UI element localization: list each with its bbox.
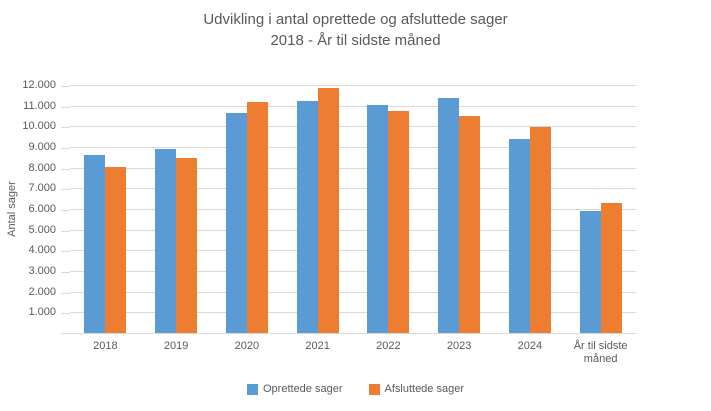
- bar-afsluttede-sager-2022: [388, 110, 410, 333]
- x-axis-labels: 2018 2019 2020 2021 2022 2023 2024 År til sidst…: [70, 340, 636, 366]
- y-tick-mark: [61, 148, 70, 149]
- gridline: [70, 126, 636, 128]
- bar-group-2020: [212, 85, 283, 333]
- chart-title: Udvikling i antal oprettede og afslutted…: [0, 9, 711, 51]
- y-tick-label: 2.000: [28, 285, 56, 298]
- gridline: [70, 188, 636, 190]
- plot-area: [70, 85, 636, 334]
- bar-afsluttede-sager-2021: [317, 88, 339, 333]
- legend-label: Oprettede sager: [263, 383, 343, 395]
- y-tick-mark: [61, 230, 70, 232]
- gridline: [70, 147, 636, 148]
- bar-afsluttede-sager-år-til-sidste-måned: [600, 202, 622, 333]
- x-axis-label: 2024: [517, 340, 543, 352]
- bar-oprettede-sager-2018: [84, 155, 106, 333]
- bar-oprettede-sager-2020: [225, 112, 247, 333]
- y-tick-mark: [61, 106, 70, 108]
- x-axis-label: 2019: [163, 340, 189, 352]
- x-axis-label: 2020: [234, 340, 260, 352]
- y-tick-mark: [61, 210, 70, 211]
- x-axis-label: 2022: [376, 340, 401, 352]
- gridline: [70, 229, 636, 231]
- bar-oprettede-sager-2021: [296, 100, 318, 333]
- bar-oprettede-sager-år-til-sidste-måned: [579, 211, 601, 333]
- bar-oprettede-sager-2019: [155, 149, 177, 333]
- y-tick-mark: [61, 272, 70, 273]
- y-tick-mark: [61, 313, 70, 315]
- y-tick-label: 5.000: [28, 223, 56, 236]
- y-tick-mark: [61, 168, 70, 170]
- y-tick-labels: 1.000 2.000 3.000 4.000 5.000 6.000 7.000 8.000…: [0, 79, 56, 333]
- gridline: [70, 209, 636, 210]
- y-tick-mark: [61, 292, 70, 294]
- x-axis-label: År til sidste måned: [573, 340, 628, 365]
- y-tick-label: 4.000: [28, 244, 56, 257]
- bar-oprettede-sager-2022: [367, 104, 389, 333]
- bar-group-2022: [353, 85, 424, 333]
- y-tick-label: 1.000: [28, 306, 56, 319]
- y-tick-label: 7.000: [28, 182, 56, 195]
- y-tick-label: 12.000: [22, 79, 56, 91]
- legend-swatch-orange: [368, 383, 380, 395]
- bar-groups: [70, 85, 636, 333]
- bar-afsluttede-sager-2020: [246, 101, 268, 333]
- x-axis-label: 2021: [305, 340, 330, 352]
- bar-oprettede-sager-2024: [508, 138, 530, 333]
- legend-swatch-blue: [247, 383, 258, 395]
- chart-title-line2: 2018 - År til sidste måned: [270, 32, 441, 49]
- y-tick-label: 3.000: [28, 265, 56, 277]
- legend: Oprettede sager Afsluttede sager: [0, 383, 711, 395]
- gridline: [70, 271, 636, 272]
- bar-group-2018: [70, 85, 141, 333]
- y-tick-mark: [61, 333, 70, 334]
- gridline: [70, 291, 636, 293]
- gridline: [70, 312, 636, 314]
- bar-group-2019: [141, 85, 212, 333]
- gridline: [70, 105, 636, 107]
- bar-afsluttede-sager-2023: [459, 116, 481, 333]
- y-tick-label: 9.000: [28, 141, 56, 153]
- y-tick-mark: [61, 86, 70, 87]
- bar-group-2023: [424, 85, 495, 333]
- bar-oprettede-sager-2023: [438, 98, 460, 333]
- y-tick-label: 10.000: [22, 120, 56, 133]
- legend-label: Afsluttede sager: [384, 383, 465, 395]
- legend-item-oprettede-sager: Oprettede sager: [247, 383, 343, 395]
- gridline: [70, 250, 636, 252]
- bar-group-2024: [495, 85, 566, 333]
- bar-group-2021: [282, 85, 353, 333]
- x-axis-label: 2018: [93, 340, 118, 352]
- bar-afsluttede-sager-2024: [529, 127, 551, 333]
- y-tick-mark: [61, 251, 70, 253]
- gridline: [70, 85, 636, 86]
- y-tick-marks: [61, 85, 70, 334]
- bar-afsluttede-sager-2018: [105, 166, 127, 333]
- legend-item-afsluttede-sager: Afsluttede sager: [368, 383, 465, 395]
- x-axis-label: 2023: [446, 340, 472, 352]
- y-tick-label: 8.000: [28, 161, 56, 174]
- bar-afsluttede-sager-2019: [176, 158, 198, 333]
- y-tick-mark: [61, 127, 70, 129]
- bar-group-år-til-sidste-måned: [565, 85, 636, 333]
- y-tick-label: 11.000: [23, 99, 56, 112]
- chart-title-line1: Udvikling i antal oprettede og afslutted…: [203, 11, 508, 28]
- y-tick-label: 6.000: [28, 203, 56, 215]
- gridline: [70, 167, 636, 169]
- y-tick-mark: [61, 189, 70, 191]
